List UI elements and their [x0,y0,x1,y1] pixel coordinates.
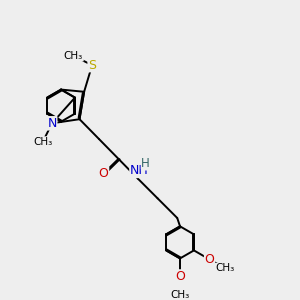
Text: NH: NH [130,164,149,177]
Text: N: N [47,117,57,130]
Text: CH₃: CH₃ [216,263,235,274]
Text: O: O [99,167,109,180]
Text: CH₃: CH₃ [170,290,190,300]
Text: H: H [141,157,150,170]
Text: CH₃: CH₃ [33,137,52,147]
Text: O: O [175,270,185,283]
Text: CH₃: CH₃ [64,51,83,61]
Text: S: S [88,59,96,72]
Text: O: O [205,253,214,266]
